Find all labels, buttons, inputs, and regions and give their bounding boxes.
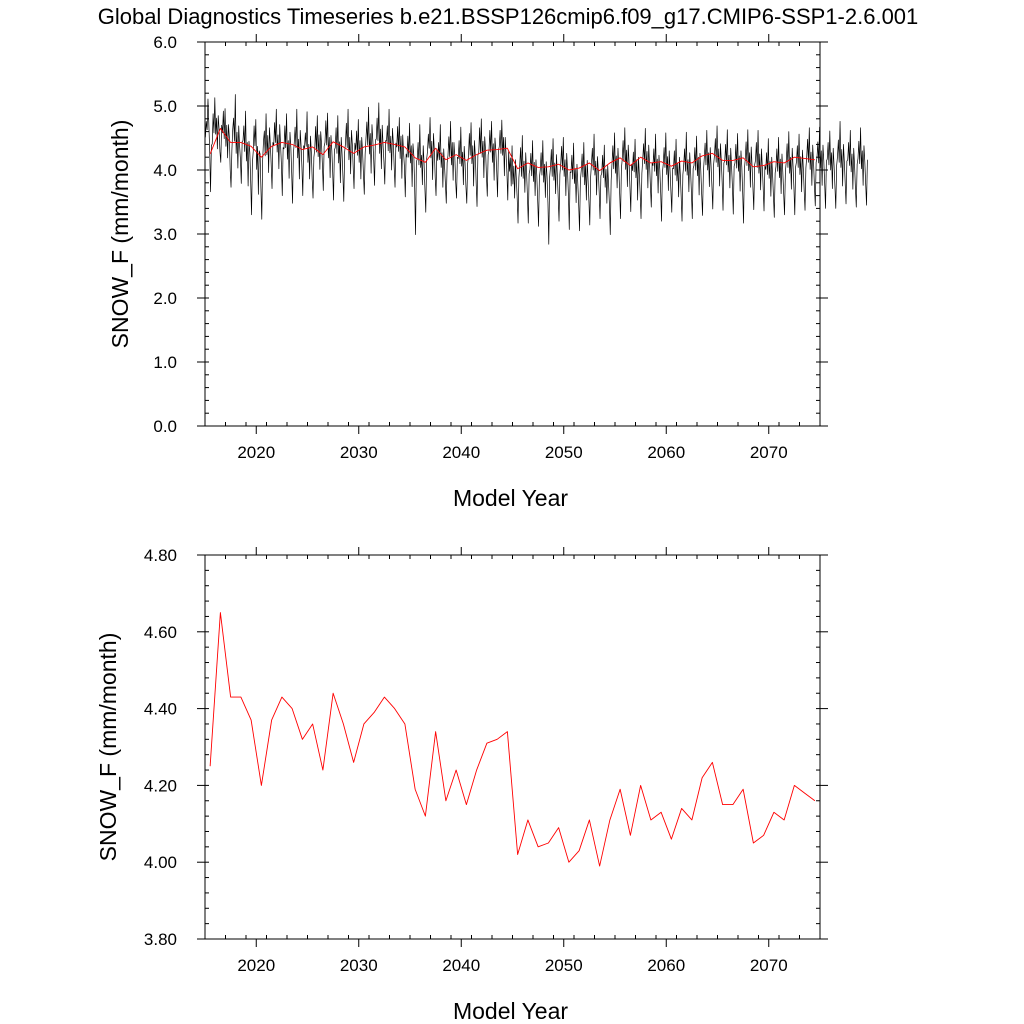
panel-2-x-tick-label: 2060	[647, 956, 685, 975]
chart-title: Global Diagnostics Timeseries b.e21.BSSP…	[98, 4, 919, 29]
panel-2-y-tick-label: 4.80	[144, 546, 177, 565]
panel-2-x-tick-label: 2070	[750, 956, 788, 975]
panel-1-x-tick-label: 2020	[237, 443, 275, 462]
panel-2-x-tick-label: 2050	[545, 956, 583, 975]
panel-1-x-tick-label: 2050	[545, 443, 583, 462]
panel-2-y-tick-label: 4.60	[144, 623, 177, 642]
panel-2-x-tick-label: 2040	[442, 956, 480, 975]
panel-2-y-axis-label: SNOW_F (mm/month)	[95, 633, 121, 862]
panel-2-x-axis-label: Model Year	[453, 998, 568, 1024]
panel-1-y-tick-label: 0.0	[153, 417, 177, 436]
panel-1-y-tick-label: 4.0	[153, 161, 177, 180]
panel-1-plot-frame	[204, 41, 821, 427]
panel-2-x-tick-label: 2020	[237, 956, 275, 975]
panel-1-series-2-line	[209, 127, 815, 172]
panel-1-y-tick-label: 6.0	[153, 33, 177, 52]
panel-1-x-tick-label: 2030	[340, 443, 378, 462]
panel-2-series-1-line	[209, 612, 816, 867]
panel-2-x-tick-label: 2030	[340, 956, 378, 975]
panel-1-y-tick-label: 5.0	[153, 97, 177, 116]
panel-1-y-tick-label: 2.0	[153, 289, 177, 308]
panel-2-plot-frame	[204, 554, 821, 940]
panel-2-y-tick-label: 3.80	[144, 930, 177, 949]
panel-1-x-tick-label: 2070	[750, 443, 788, 462]
panel-2-y-tick-label: 4.40	[144, 700, 177, 719]
panel-1-x-tick-label: 2060	[647, 443, 685, 462]
panel-1-x-tick-label: 2040	[442, 443, 480, 462]
panel-1-x-axis-label: Model Year	[453, 485, 568, 511]
panel-2-y-tick-label: 4.00	[144, 853, 177, 872]
panel-1-y-tick-label: 1.0	[153, 353, 177, 372]
panel-1-y-tick-label: 3.0	[153, 225, 177, 244]
panel-2-y-tick-label: 4.20	[144, 776, 177, 795]
panel-1-series-1-line	[205, 94, 868, 245]
panel-1-y-axis-label: SNOW_F (mm/month)	[107, 120, 133, 349]
